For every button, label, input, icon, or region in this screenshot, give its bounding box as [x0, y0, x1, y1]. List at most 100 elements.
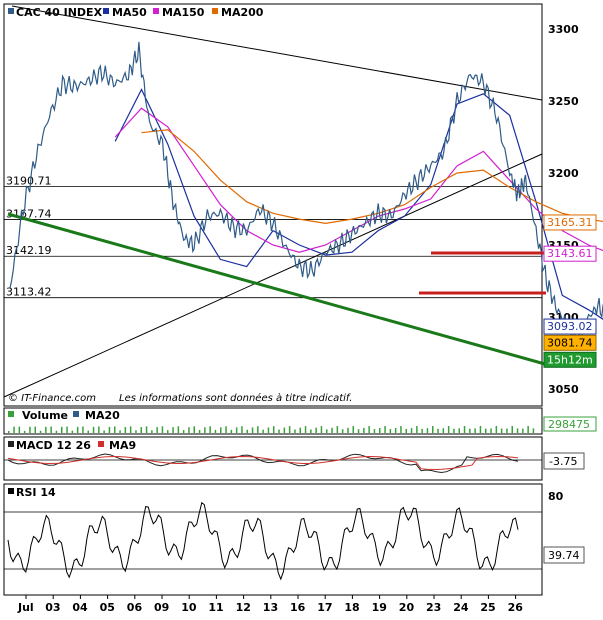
volume-bar	[167, 430, 169, 433]
volume-bar	[421, 428, 423, 433]
y-tick-label: 3200	[548, 167, 579, 180]
price-tag	[543, 245, 597, 262]
volume-bar	[34, 426, 36, 433]
volume-bar	[241, 426, 243, 433]
x-tick-label: 16	[290, 601, 306, 614]
support-trendline	[7, 212, 553, 368]
rsi-level-label: 80	[548, 490, 564, 503]
volume-bar	[204, 427, 206, 433]
level-label: 3113.42	[6, 286, 52, 299]
legend-swatch-ma200	[212, 8, 218, 14]
volume-bar	[347, 427, 349, 433]
volume-bar	[326, 429, 328, 433]
x-tick-label: 05	[100, 601, 115, 614]
volume-bar	[410, 428, 413, 433]
volume-bar	[45, 426, 47, 433]
price-tag	[543, 318, 597, 335]
rsi-swatch	[8, 488, 14, 494]
legend: CAC 40 INDEX MA50 MA150 MA200	[8, 6, 264, 19]
volume-bar	[129, 426, 132, 433]
macd-swatch	[8, 441, 14, 447]
volume-bar	[140, 427, 142, 433]
level-label: 3142.19	[6, 244, 52, 257]
rising-trendline	[3, 153, 543, 398]
macd-signal-line	[7, 455, 519, 471]
x-tick-label: 25	[480, 601, 495, 614]
volume-tag	[543, 416, 597, 432]
volume-bar	[76, 426, 79, 433]
volume-bar	[522, 428, 524, 433]
ma9-label: MA9	[109, 439, 136, 452]
x-tick-label: 19	[372, 601, 387, 614]
volume-bar	[262, 429, 264, 433]
volume-bar	[209, 426, 211, 433]
volume-bar	[405, 428, 407, 433]
legend-ma200: MA200	[221, 6, 264, 19]
rsi-tag-text: 39.74	[548, 549, 580, 562]
volume-bar	[437, 428, 439, 433]
x-tick-label: 10	[181, 601, 197, 614]
volume-bar	[278, 429, 280, 433]
volume-bar	[490, 428, 492, 433]
volume-bar	[341, 429, 344, 433]
volume-bar	[230, 429, 233, 433]
volume-bar	[453, 428, 455, 433]
volume-bar	[55, 430, 58, 433]
y-tick-label: 3300	[548, 23, 579, 36]
volume-bar	[235, 427, 238, 433]
volume-bar	[39, 430, 42, 433]
volume-bar	[103, 430, 105, 433]
volume-label: Volume	[22, 409, 68, 422]
x-tick-label: 26	[508, 601, 524, 614]
volume-bar	[29, 426, 31, 433]
upper-trendline	[11, 5, 543, 101]
ma-line-ma200	[141, 129, 603, 225]
price-line	[9, 41, 603, 350]
volume-bar	[485, 428, 487, 433]
volume-bar	[283, 427, 286, 433]
volume-bar	[304, 426, 307, 433]
legend-ma150: MA150	[162, 6, 205, 19]
volume-bar	[8, 431, 10, 433]
volume-bar	[193, 426, 195, 433]
resistance-lines	[419, 251, 546, 295]
volume-bar	[98, 426, 100, 433]
volume-bar	[352, 426, 354, 433]
ma9-swatch	[98, 441, 104, 447]
volume-bar	[384, 426, 386, 433]
legend-swatch-price	[8, 8, 14, 14]
volume-bar	[182, 430, 185, 433]
volume-bar	[511, 426, 513, 433]
volume-bar	[71, 430, 74, 433]
volume-bar	[273, 426, 275, 433]
volume-bar	[474, 428, 476, 433]
volume-bar	[151, 430, 153, 433]
volume-bar	[172, 427, 174, 433]
volume-bar	[251, 427, 254, 433]
volume-bar	[389, 429, 392, 433]
price-tag-text: 3081.74	[547, 336, 593, 349]
volume-bar	[379, 427, 381, 433]
x-tick-label: 24	[453, 601, 469, 614]
x-tick-label: 09	[154, 601, 169, 614]
volume-bar	[156, 427, 158, 433]
volume-bar	[469, 428, 471, 433]
volume-bar	[23, 430, 26, 433]
volume-bar	[161, 426, 164, 433]
volume-bar	[506, 428, 508, 433]
volume-bar	[394, 428, 397, 433]
volume-bar	[479, 426, 482, 433]
legend-title: CAC 40 INDEX	[16, 6, 103, 19]
volume-tag-text: 298475	[548, 418, 590, 431]
macd-tag-text: -3.75	[549, 455, 577, 468]
volume-bar	[18, 426, 21, 433]
volume-bar	[416, 426, 418, 433]
price-tag-text: 3143.61	[547, 247, 593, 260]
volume-bar	[495, 426, 498, 433]
volume-bar	[426, 428, 429, 433]
volume-bar	[373, 429, 376, 433]
ma-line-ma50	[114, 88, 603, 320]
volume-bar	[288, 426, 291, 433]
x-tick-label: 18	[344, 601, 359, 614]
